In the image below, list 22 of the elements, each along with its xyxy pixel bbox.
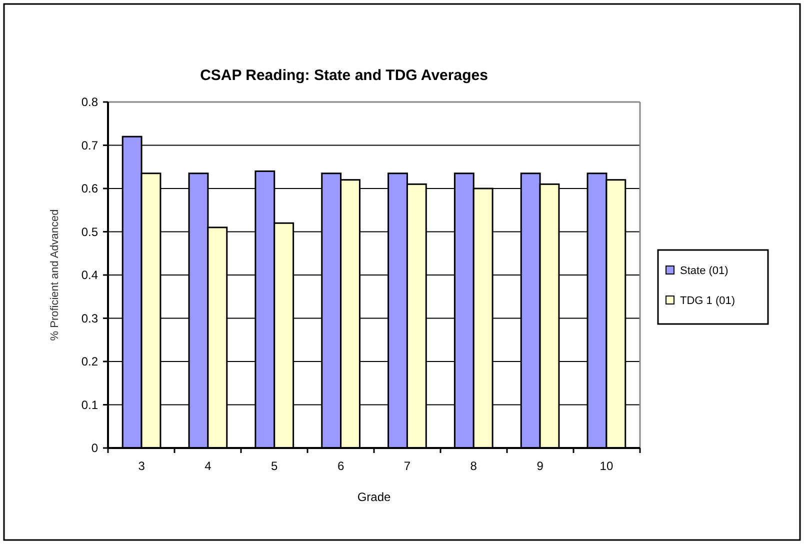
x-tick-label: 10: [600, 459, 614, 473]
y-axis-title: % Proficient and Advanced: [49, 209, 61, 341]
x-tick-label: 4: [204, 459, 212, 473]
x-tick-label: 9: [536, 459, 544, 473]
y-tick-label: 0.7: [81, 138, 98, 152]
legend-label: State (01): [680, 264, 728, 277]
y-tick-label: 0.6: [81, 182, 98, 196]
y-tick-label: 0: [91, 441, 98, 456]
y-tick-label: 0.5: [81, 224, 98, 239]
y-tick-label: 0.2: [81, 354, 98, 369]
x-axis-title: Grade: [357, 490, 391, 504]
y-tick-label: 0.8: [81, 95, 98, 110]
y-tick-label: 0.1: [81, 398, 98, 412]
x-tick-label: 3: [138, 459, 146, 473]
x-tick-label: 6: [337, 459, 344, 473]
chart-title: CSAP Reading: State and TDG Averages: [200, 67, 488, 84]
x-tick-label: 5: [271, 459, 278, 473]
y-tick-label: 0.3: [81, 311, 98, 326]
y-tick-label: 0.4: [81, 268, 98, 282]
x-tick-label: 7: [404, 459, 411, 473]
legend-label: TDG 1 (01): [680, 294, 736, 307]
x-tick-label: 8: [470, 459, 478, 473]
